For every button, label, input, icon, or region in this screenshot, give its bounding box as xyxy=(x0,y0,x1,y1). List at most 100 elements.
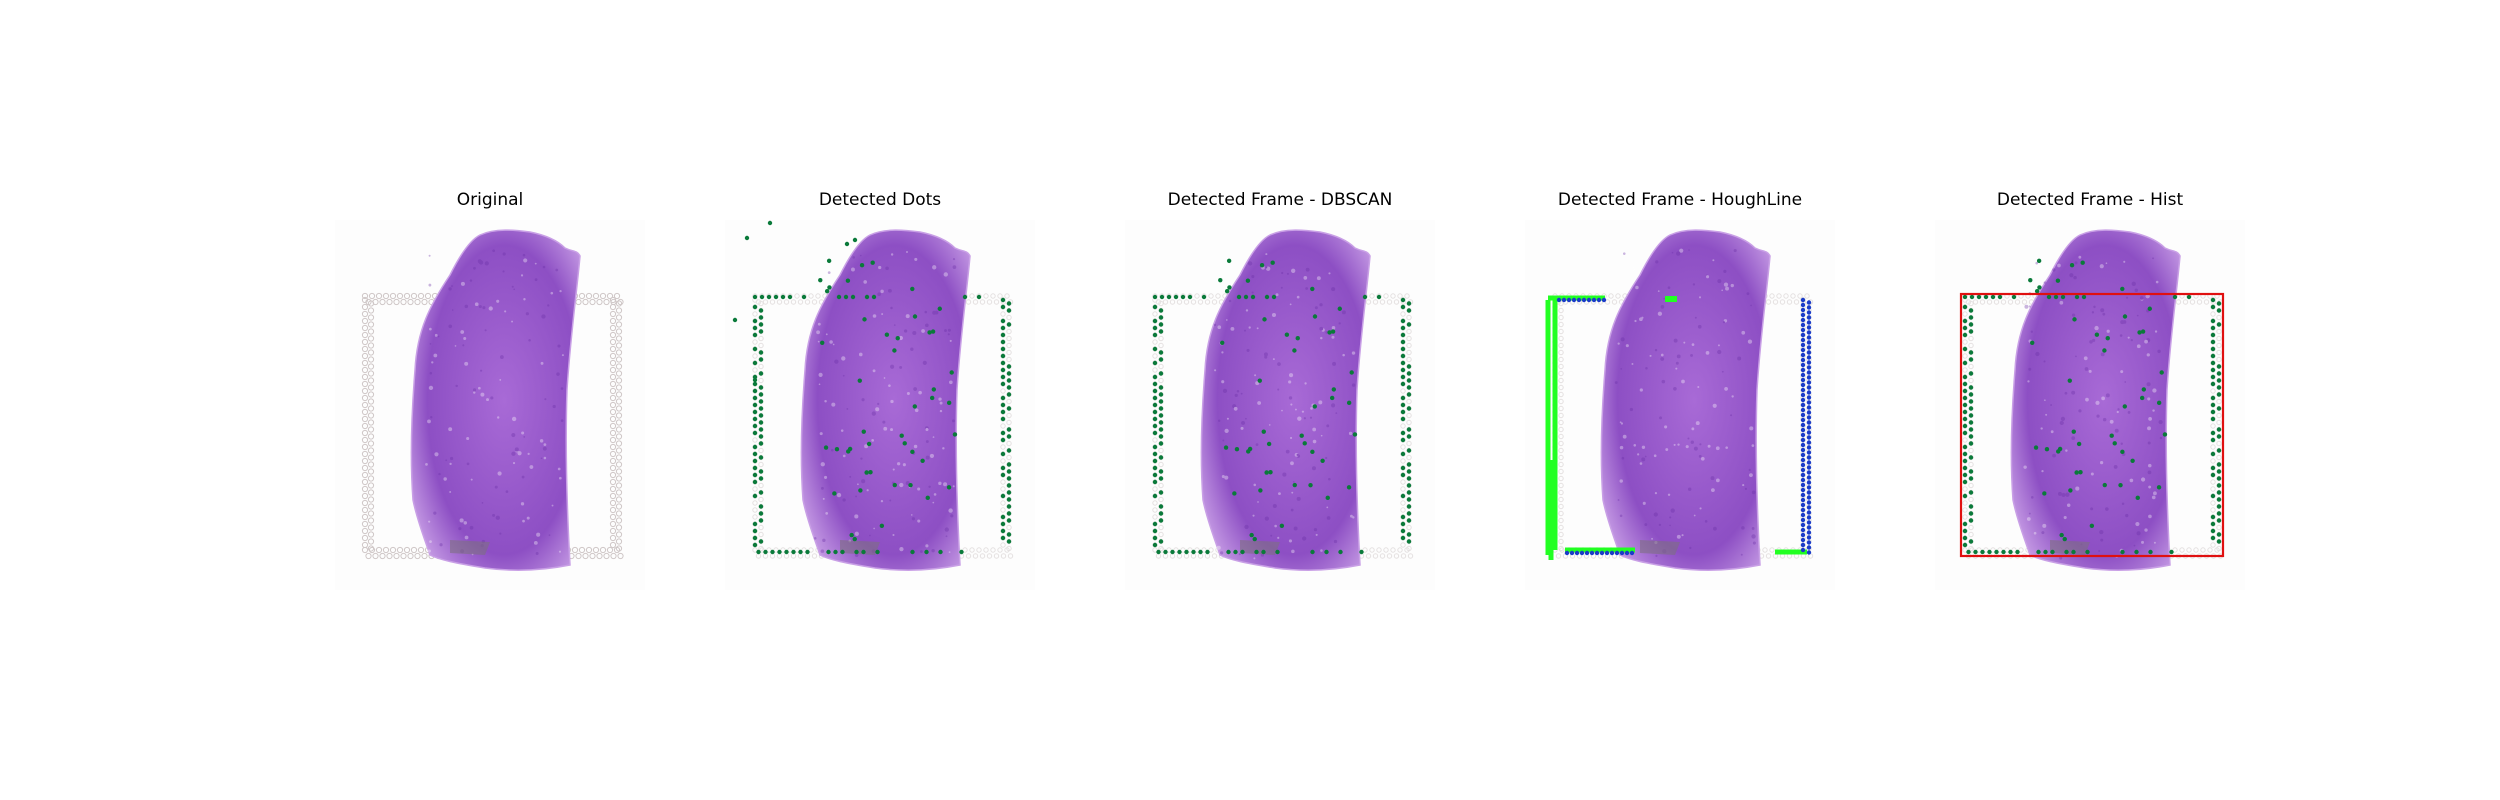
tissue-speck xyxy=(2028,305,2031,308)
frame-dot xyxy=(993,299,1000,305)
detected-dot xyxy=(1152,402,1158,408)
tissue-speck xyxy=(1252,514,1255,517)
frame-dot xyxy=(421,298,428,306)
frame-dot xyxy=(596,552,603,560)
frame-dot xyxy=(615,475,623,482)
tissue-speck xyxy=(2101,396,2105,401)
detected-dot xyxy=(1400,374,1406,380)
detected-dot xyxy=(929,395,935,401)
tissue-speck xyxy=(547,304,550,307)
tissue-speck xyxy=(495,515,500,520)
detected-dot xyxy=(2046,294,2052,300)
detected-dot xyxy=(1170,549,1175,555)
tissue-speck xyxy=(1621,456,1625,460)
tissue-speck xyxy=(1228,299,1232,303)
frame-dot xyxy=(758,419,764,426)
tissue-speck xyxy=(514,447,519,452)
tissue-speck xyxy=(2102,417,2107,422)
frame-dot xyxy=(589,298,596,306)
frame-dot xyxy=(752,465,758,471)
tissue-speck xyxy=(1272,504,1277,509)
frame-dot xyxy=(407,298,414,306)
detected-dot xyxy=(1173,294,1179,300)
detected-dot xyxy=(927,330,932,335)
hough-dot xyxy=(1806,470,1812,475)
frame-dot xyxy=(610,298,617,306)
detected-dot xyxy=(2210,339,2216,345)
frame-dot xyxy=(1006,300,1012,307)
frame-dot xyxy=(1166,547,1172,553)
detected-dot xyxy=(2156,485,2162,490)
hough-dot xyxy=(1576,297,1582,303)
detected-dot xyxy=(752,542,758,548)
detected-dot xyxy=(2044,447,2050,452)
detected-dot xyxy=(1406,483,1412,488)
tissue-speck xyxy=(551,504,554,507)
detected-dot xyxy=(1006,532,1012,537)
frame-dot xyxy=(1400,507,1406,513)
hough-dot xyxy=(1800,517,1806,523)
tissue-speck xyxy=(1338,322,1341,325)
tissue-speck xyxy=(548,534,551,537)
hough-dot xyxy=(1571,297,1577,303)
frame-dot xyxy=(1000,528,1006,534)
tissue-speck xyxy=(877,402,880,405)
detected-dot xyxy=(1158,434,1164,439)
frame-dot xyxy=(1000,346,1006,352)
tissue-speck xyxy=(1333,539,1338,544)
frame-dot xyxy=(1208,547,1214,553)
detected-dot xyxy=(1962,388,1968,394)
frame-dot xyxy=(1158,482,1164,489)
frame-dot xyxy=(1000,451,1006,457)
frame-dot xyxy=(1968,363,1974,370)
tissue-speck xyxy=(2155,280,2159,284)
frame-dot xyxy=(396,292,404,300)
frame-dot xyxy=(400,298,407,306)
tissue-speck xyxy=(1675,361,1679,365)
detected-dot xyxy=(1400,332,1406,338)
tissue-speck xyxy=(1290,508,1294,512)
tissue-speck xyxy=(543,443,547,447)
frame-dot xyxy=(979,553,986,559)
frame-dot xyxy=(361,546,369,554)
frame-dot xyxy=(361,478,369,486)
frame-dot xyxy=(790,299,797,305)
tissue-image xyxy=(725,220,1035,590)
detected-dot xyxy=(850,294,856,300)
tissue-speck xyxy=(1326,506,1329,509)
frame-dot xyxy=(2179,547,2185,553)
panel-original: Original xyxy=(335,190,645,600)
tissue-speck xyxy=(2159,436,2163,440)
tissue-speck xyxy=(1723,269,1727,273)
detected-dot xyxy=(1968,434,1974,439)
tissue-speck xyxy=(2157,349,2161,354)
detected-dot xyxy=(1987,549,1992,555)
frame-dot xyxy=(361,408,369,416)
frame-dot xyxy=(361,464,369,472)
detected-dot xyxy=(862,317,867,322)
tissue-speck xyxy=(2136,314,2139,317)
tissue-speck xyxy=(511,320,514,323)
detected-dot xyxy=(871,294,877,300)
detected-dot xyxy=(2137,330,2142,335)
frame-dot xyxy=(1000,311,1006,317)
frame-dot xyxy=(1000,465,1006,471)
tissue-speck xyxy=(1280,286,1283,289)
tissue-speck xyxy=(1222,439,1225,442)
detected-dot xyxy=(1158,308,1164,313)
tissue-speck xyxy=(1690,440,1694,444)
tissue-speck xyxy=(860,457,863,460)
tissue-speck xyxy=(455,384,458,388)
detected-dot xyxy=(1406,532,1412,537)
tissue-speck xyxy=(2045,267,2049,271)
detected-dot xyxy=(1268,470,1273,475)
tissue-speck xyxy=(821,486,824,490)
frame-dot xyxy=(615,447,623,454)
detected-dot xyxy=(1000,297,1006,303)
tissue-speck xyxy=(1310,407,1313,410)
frame-dot xyxy=(361,506,369,514)
frame-dot xyxy=(1006,349,1012,356)
frame-dot xyxy=(1406,419,1412,426)
detected-dot xyxy=(1243,294,1249,300)
detected-dot xyxy=(1400,297,1406,303)
